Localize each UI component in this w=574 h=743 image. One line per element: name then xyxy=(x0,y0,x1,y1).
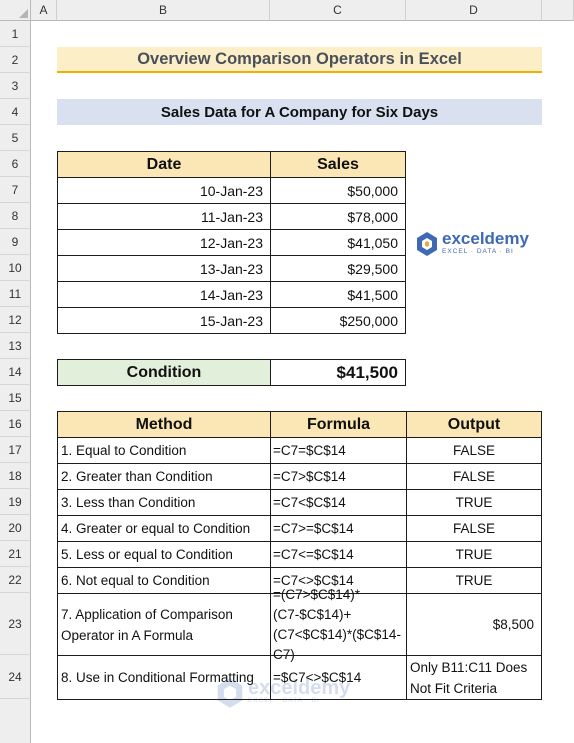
row-header-9[interactable]: 9 xyxy=(0,229,31,255)
row-header-20[interactable]: 20 xyxy=(0,515,31,541)
output-cell[interactable]: Only B11:C11 Does Not Fit Criteria xyxy=(406,655,542,700)
column-header-blank[interactable] xyxy=(542,0,574,21)
exceldemy-watermark-icon xyxy=(217,678,243,708)
row-header-11[interactable]: 11 xyxy=(0,281,31,307)
exceldemy-watermark: exceldemy EXCEL · DATA · BI xyxy=(216,677,350,709)
output-cell[interactable]: FALSE xyxy=(406,463,542,490)
row-header-13[interactable]: 13 xyxy=(0,333,31,359)
method-header-output: Output xyxy=(406,411,542,438)
output-cell[interactable]: TRUE xyxy=(406,541,542,568)
method-cell[interactable]: 4. Greater or equal to Condition xyxy=(57,515,271,542)
sales-date-cell[interactable]: 12-Jan-23 xyxy=(57,229,271,256)
row-header-10[interactable]: 10 xyxy=(0,255,31,281)
sales-header-sales: Sales xyxy=(270,151,406,178)
column-header-b[interactable]: B xyxy=(57,0,270,21)
sales-value-cell[interactable]: $78,000 xyxy=(270,203,406,230)
column-header-d[interactable]: D xyxy=(406,0,542,21)
sales-header-date: Date xyxy=(57,151,271,178)
row-header-15[interactable]: 15 xyxy=(0,385,31,411)
row-header-12[interactable]: 12 xyxy=(0,307,31,333)
row-header-19[interactable]: 19 xyxy=(0,489,31,515)
method-header-method: Method xyxy=(57,411,271,438)
method-cell[interactable]: 5. Less or equal to Condition xyxy=(57,541,271,568)
sheet-title: Overview Comparison Operators in Excel xyxy=(57,47,542,73)
method-header-formula: Formula xyxy=(270,411,407,438)
sales-date-cell[interactable]: 13-Jan-23 xyxy=(57,255,271,282)
method-cell[interactable]: 3. Less than Condition xyxy=(57,489,271,516)
row-header-22[interactable]: 22 xyxy=(0,567,31,593)
method-cell[interactable]: 8. Use in Conditional Formatting xyxy=(57,655,271,700)
formula-cell[interactable]: =(C7>$C$14)*(C7-$C$14)+(C7<$C$14)*($C$14… xyxy=(270,587,407,662)
row-header-16[interactable]: 16 xyxy=(0,411,31,437)
row-header-1[interactable]: 1 xyxy=(0,21,31,47)
row-header-2[interactable]: 2 xyxy=(0,47,31,73)
condition-label[interactable]: Condition xyxy=(57,359,271,386)
row-header-6[interactable]: 6 xyxy=(0,151,31,177)
watermark-name: exceldemy xyxy=(248,677,351,699)
column-header-a[interactable]: A xyxy=(31,0,57,21)
method-cell[interactable]: 2. Greater than Condition xyxy=(57,463,271,490)
method-cell[interactable]: 7. Application of Comparison Operator in… xyxy=(57,593,271,656)
output-cell[interactable]: $8,500 xyxy=(406,593,542,656)
row-header-21[interactable]: 21 xyxy=(0,541,31,567)
output-cell[interactable]: TRUE xyxy=(406,567,542,594)
sheet-subtitle: Sales Data for A Company for Six Days xyxy=(57,99,542,125)
sales-date-cell[interactable]: 14-Jan-23 xyxy=(57,281,271,308)
row-header-3[interactable]: 3 xyxy=(0,73,31,99)
method-cell[interactable]: 1. Equal to Condition xyxy=(57,437,271,464)
formula-cell[interactable]: =C7<=$C$14 xyxy=(270,541,407,568)
row-header-4[interactable]: 4 xyxy=(0,99,31,125)
exceldemy-logo: exceldemy EXCEL · DATA · BI xyxy=(416,229,529,257)
method-cell[interactable]: 6. Not equal to Condition xyxy=(57,567,271,594)
select-all-corner[interactable] xyxy=(0,0,31,21)
condition-value[interactable]: $41,500 xyxy=(270,359,406,386)
output-cell[interactable]: TRUE xyxy=(406,489,542,516)
column-header-c[interactable]: C xyxy=(270,0,406,21)
logo-name: exceldemy xyxy=(442,229,529,248)
sales-value-cell[interactable]: $50,000 xyxy=(270,177,406,204)
row-header-5[interactable]: 5 xyxy=(0,125,31,151)
sales-date-cell[interactable]: 10-Jan-23 xyxy=(57,177,271,204)
row-header-8[interactable]: 8 xyxy=(0,203,31,229)
sales-date-cell[interactable]: 15-Jan-23 xyxy=(57,307,271,334)
formula-cell[interactable]: =C7=$C$14 xyxy=(270,437,407,464)
formula-cell[interactable]: =C7<$C$14 xyxy=(270,489,407,516)
row-header-7[interactable]: 7 xyxy=(0,177,31,203)
row-header-14[interactable]: 14 xyxy=(0,359,31,385)
sales-value-cell[interactable]: $250,000 xyxy=(270,307,406,334)
row-header-18[interactable]: 18 xyxy=(0,463,31,489)
watermark-tagline: EXCEL · DATA · BI xyxy=(248,697,320,704)
exceldemy-logo-icon xyxy=(417,232,437,256)
formula-cell[interactable]: =C7>$C$14 xyxy=(270,463,407,490)
sales-value-cell[interactable]: $41,500 xyxy=(270,281,406,308)
row-header-24[interactable]: 24 xyxy=(0,655,31,699)
row-header-23[interactable]: 23 xyxy=(0,593,31,655)
row-header-17[interactable]: 17 xyxy=(0,437,31,463)
formula-cell[interactable]: =$C7<>$C$14 xyxy=(270,655,407,700)
sales-value-cell[interactable]: $41,050 xyxy=(270,229,406,256)
sales-value-cell[interactable]: $29,500 xyxy=(270,255,406,282)
sales-date-cell[interactable]: 11-Jan-23 xyxy=(57,203,271,230)
row-header-blank xyxy=(0,699,31,743)
formula-cell[interactable]: =C7>=$C$14 xyxy=(270,515,407,542)
logo-tagline: EXCEL · DATA · BI xyxy=(442,248,514,255)
output-cell[interactable]: FALSE xyxy=(406,437,542,464)
output-cell[interactable]: FALSE xyxy=(406,515,542,542)
